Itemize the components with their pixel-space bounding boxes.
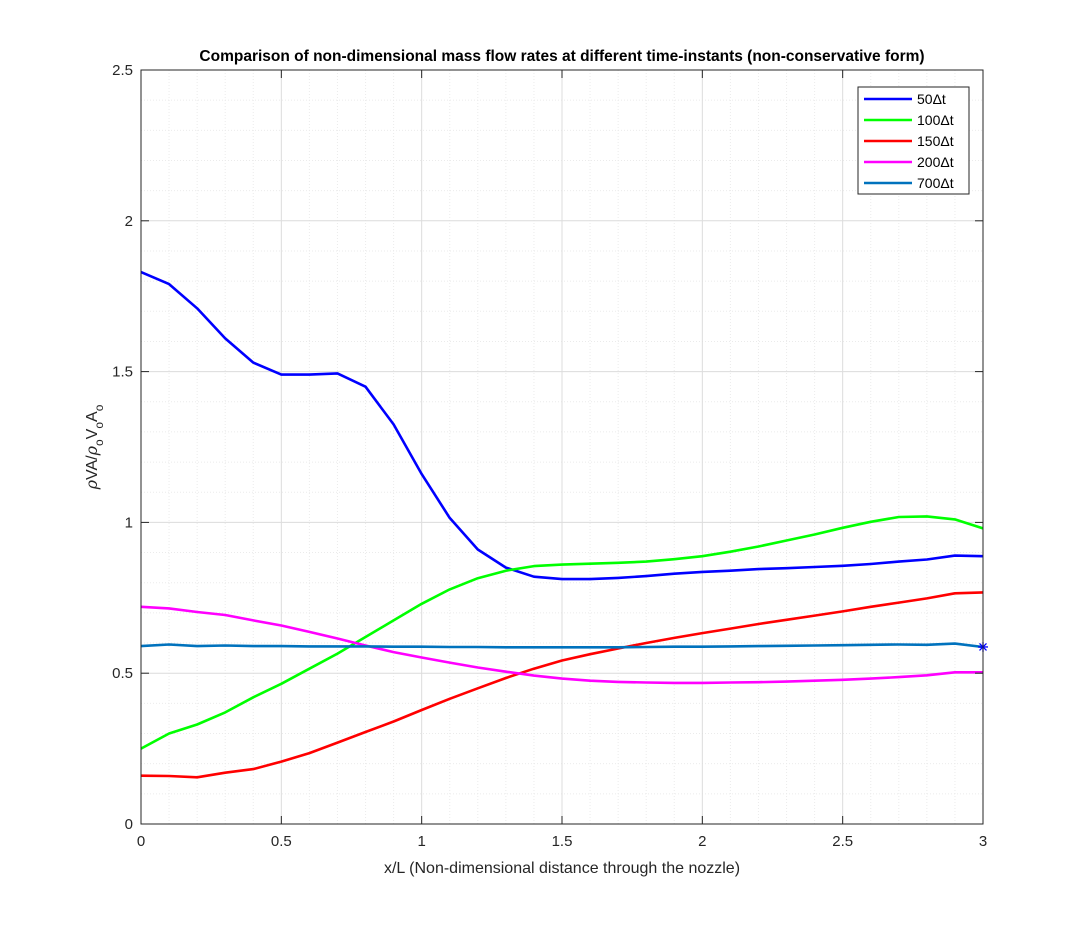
legend-label: 50Δt [917,91,946,107]
y-tick-label: 2 [125,213,133,230]
chart-title: Comparison of non-dimensional mass flow … [199,48,924,65]
series-line-200Δt [140,605,983,685]
y-axis-label-sub2: o [92,422,106,429]
y-axis-label-rho2: ρ [82,445,101,456]
y-axis-label-rho: ρ [82,479,101,490]
x-tick-label: 2 [698,833,706,850]
series-line-700Δt [140,642,984,649]
x-tick-labels: 0 0.5 1 1.5 2 2.5 3 [137,833,987,850]
tick-marks [140,69,984,825]
major-grid [141,70,983,824]
series-layer [140,270,984,779]
y-axis-label-v: V [84,428,101,439]
legend: 50Δt 100Δt 150Δt 200Δt 700Δt [857,86,970,195]
series-line-150Δt [140,591,984,779]
y-axis-label-sub3: o [92,404,106,411]
x-tick-label: 3 [979,833,987,850]
x-tick-label: 1 [417,833,425,850]
x-tick-label: 2.5 [832,833,853,850]
y-axis-label-main: VA/ [84,455,101,480]
legend-label: 100Δt [917,112,954,128]
y-tick-label: 1 [125,514,133,531]
y-tick-label: 2.5 [112,62,133,79]
series-line-50Δt [140,270,984,581]
legend-label: 200Δt [917,154,954,170]
y-tick-label: 0 [125,816,133,833]
x-tick-label: 0.5 [271,833,292,850]
x-tick-label: 0 [137,833,145,850]
y-axis-label-sub1: o [92,439,106,446]
y-axis-label: ρVA/ρoVoAo [82,404,106,490]
legend-label: 700Δt [917,175,954,191]
y-axis-label-a: A [84,411,101,422]
x-tick-label: 1.5 [552,833,573,850]
y-tick-label: 1.5 [112,364,133,381]
y-tick-label: 0.5 [112,665,133,682]
series-line-100Δt [140,515,984,750]
y-tick-labels: 0 0.5 1 1.5 2 2.5 [112,62,133,833]
x-axis-label: x/L (Non-dimensional distance through th… [384,860,740,877]
legend-label: 150Δt [917,133,954,149]
